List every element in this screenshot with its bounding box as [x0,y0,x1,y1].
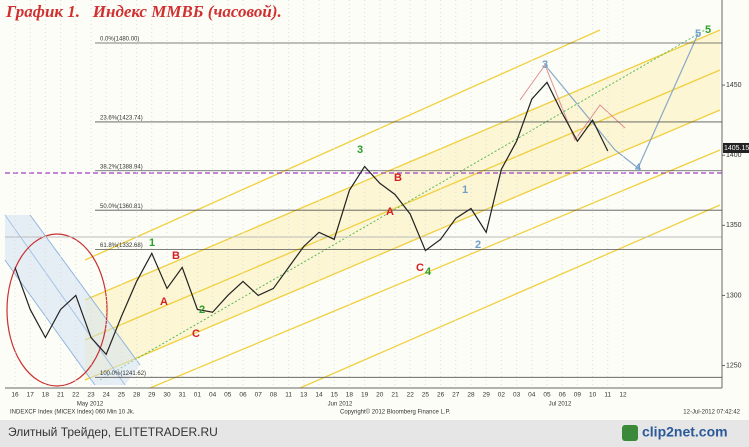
x-tick-label: 31 [179,392,187,399]
x-tick-label: 29 [483,392,491,399]
x-tick-label: 01 [194,392,202,399]
x-tick-label: 13 [300,392,308,399]
wave-label: A [386,206,394,218]
last-price-label: 1405.15 [724,145,749,152]
wave-label: 5 [695,28,701,40]
price-line [14,81,609,356]
x-tick-label: 27 [452,392,460,399]
month-label: Jul 2012 [549,402,572,408]
fib-label: 100.0%(1241.62) [100,371,146,377]
wave-label: 2 [475,239,481,251]
x-tick-label: 05 [224,392,232,399]
projection-alt [519,63,626,142]
y-tick-label: 1400 [726,152,742,159]
x-tick-label: 26 [437,392,445,399]
x-tick-label: 16 [11,392,19,399]
wave-label: 1 [149,237,155,249]
x-tick-label: 15 [331,392,339,399]
x-tick-label: 19 [361,392,369,399]
fib-label: 23.6%(1423.74) [100,116,143,122]
wave-label: B [394,172,402,184]
x-tick-label: 22 [407,392,415,399]
wave-label: 4 [635,162,642,174]
x-tick-label: 25 [118,392,126,399]
x-tick-label: 25 [422,392,430,399]
x-tick-label: 06 [559,392,567,399]
wave-label: 3 [542,59,548,71]
x-tick-label: 02 [498,392,506,399]
x-tick-label: 12 [619,392,627,399]
last-price-tag [723,142,749,153]
x-tick-label: 04 [528,392,536,399]
wave-label: A [160,296,168,308]
wave-label: 1 [462,184,468,196]
wave-label: 2 [199,304,205,316]
x-tick-label: 06 [239,392,247,399]
x-tick-label: 10 [589,392,597,399]
watermark: clip2net.com [642,424,728,440]
x-tick-label: 14 [315,392,323,399]
down-channel-shade [5,215,140,385]
x-tick-label: 28 [467,392,475,399]
x-tick-label: 23 [87,392,95,399]
x-tick-label: 22 [72,392,80,399]
x-tick-label: 08 [270,392,278,399]
x-tick-label: 28 [133,392,141,399]
series-name: INDEXCF Index (MICEX Index) 060 Min 10 J… [10,410,135,416]
x-tick-label: 24 [103,392,111,399]
x-tick-label: 18 [346,392,354,399]
wave-label: C [416,262,424,274]
month-label: Jun 2012 [328,402,353,408]
y-tick-label: 1450 [726,82,742,89]
projection [544,33,699,169]
wave-label: 4 [425,266,432,278]
x-tick-label: 30 [163,392,171,399]
highlight-ellipse [6,233,108,387]
x-tick-label: 21 [391,392,399,399]
watermark-icon [622,425,638,441]
x-tick-label: 20 [376,392,384,399]
fib-label: 0.0%(1480.00) [100,37,139,43]
wave-label: 5 [705,24,711,36]
chart-title: График 1. Индекс ММВБ (часовой). [5,2,282,21]
fib-label: 50.0%(1360.81) [100,204,143,210]
fib-label: 61.8%(1332.68) [100,243,143,249]
timestamp: 12-Jul-2012 07:42:42 [683,410,740,416]
x-tick-label: 04 [209,392,217,399]
footer-text: Элитный Трейдер, ELITETRADER.RU [8,425,218,439]
wave-label: 3 [357,144,363,156]
x-tick-label: 11 [604,392,611,399]
fib-label: 38.2%(1388.94) [100,164,143,170]
copyright: Copyright© 2012 Bloomberg Finance L.P. [340,409,451,416]
x-tick-label: 29 [148,392,156,399]
wave-label: C [192,328,200,340]
x-tick-label: 07 [255,392,263,399]
x-tick-label: 11 [285,392,292,399]
y-tick-label: 1350 [726,222,742,229]
x-tick-label: 05 [543,392,551,399]
x-tick-label: 21 [57,392,65,399]
y-tick-label: 1300 [726,292,742,299]
month-label: May 2012 [77,402,104,408]
x-tick-label: 17 [27,392,35,399]
wave-label: B [172,250,180,262]
x-tick-label: 18 [42,392,50,399]
x-tick-label: 03 [513,392,521,399]
y-tick-label: 1250 [726,362,742,369]
x-tick-label: 09 [574,392,582,399]
